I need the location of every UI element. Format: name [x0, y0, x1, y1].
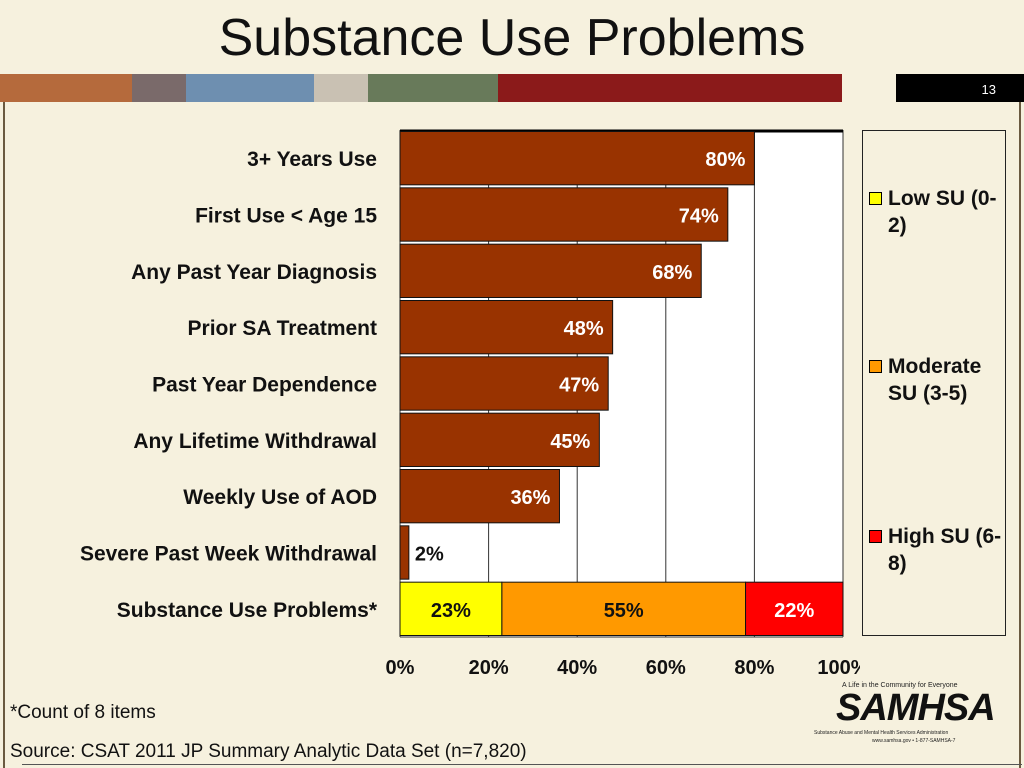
bar [399, 243, 702, 299]
legend-label: Low SU (0-2) [888, 187, 997, 237]
legend-label: Moderate SU (3-5) [888, 355, 982, 405]
legend-swatch [869, 530, 882, 543]
data-label: 2% [415, 544, 444, 566]
data-label: 80% [705, 149, 745, 171]
color-strip [0, 74, 1024, 102]
data-label: 74% [679, 206, 719, 228]
legend-swatch [869, 192, 882, 205]
source-note: Source: CSAT 2011 JP Summary Analytic Da… [10, 741, 527, 762]
data-label: 55% [604, 600, 644, 622]
data-label: 22% [774, 600, 814, 622]
data-label: 36% [510, 487, 550, 509]
logo-wordmark: SAMHSA [836, 687, 996, 729]
strip-segment [498, 74, 842, 102]
category-label: Substance Use Problems* [117, 599, 378, 622]
category-label: 3+ Years Use [247, 148, 377, 171]
x-tick-label: 40% [557, 657, 597, 679]
page-number-box: 13 [896, 74, 1024, 102]
footnote: *Count of 8 items [10, 702, 156, 723]
bar [399, 187, 729, 242]
bar [399, 525, 410, 580]
strip-segment [842, 74, 900, 102]
title-band: Substance Use Problems [0, 0, 1024, 74]
data-label: 68% [652, 262, 692, 284]
category-label: Prior SA Treatment [188, 317, 377, 340]
stacked-segment [745, 581, 844, 637]
data-label: 23% [431, 600, 471, 622]
bar [399, 300, 614, 355]
bar [399, 412, 600, 467]
legend-label: High SU (6-8) [888, 525, 1002, 575]
bar-chart: 0% 20% 40% 60% 80% 100% 3+ Years Use 80% First U… [80, 129, 860, 679]
x-tick-label: 80% [734, 657, 774, 679]
strip-segment [186, 74, 314, 102]
frame-left-border [3, 102, 5, 768]
x-tick-label: 0% [386, 657, 415, 679]
x-tick-label: 60% [646, 657, 686, 679]
logo-contact: www.samhsa.gov • 1-877-SAMHSA-7 [872, 738, 956, 744]
stacked-segment [501, 581, 747, 637]
legend-swatch [869, 360, 882, 373]
footer-divider [22, 764, 1022, 765]
category-label: Weekly Use of AOD [183, 486, 377, 509]
x-tick-label: 100% [817, 657, 860, 679]
category-label: First Use < Age 15 [195, 205, 377, 228]
category-label: Past Year Dependence [152, 374, 377, 397]
bar [399, 131, 755, 186]
logo-tagline: A Life in the Community for Everyone [842, 682, 958, 689]
data-label: 48% [564, 318, 604, 340]
chart-legend: Low SU (0-2) Moderate SU (3-5) High SU (6-… [862, 130, 1006, 636]
frame-right-border [1019, 102, 1021, 768]
strip-segment [368, 74, 498, 102]
bar [399, 469, 560, 524]
category-label: Severe Past Week Withdrawal [80, 543, 377, 566]
category-label: Any Lifetime Withdrawal [133, 430, 377, 453]
logo-subtitle: Substance Abuse and Mental Health Servic… [814, 730, 949, 736]
strip-segment [132, 74, 186, 102]
category-label: Any Past Year Diagnosis [131, 261, 377, 284]
bar [399, 356, 609, 411]
x-tick-label: 20% [469, 657, 509, 679]
page-number: 13 [981, 82, 996, 97]
strip-segment [0, 74, 132, 102]
slide-title: Substance Use Problems [218, 9, 806, 67]
strip-segment [314, 74, 368, 102]
data-label: 47% [559, 375, 599, 397]
data-label: 45% [550, 431, 590, 453]
